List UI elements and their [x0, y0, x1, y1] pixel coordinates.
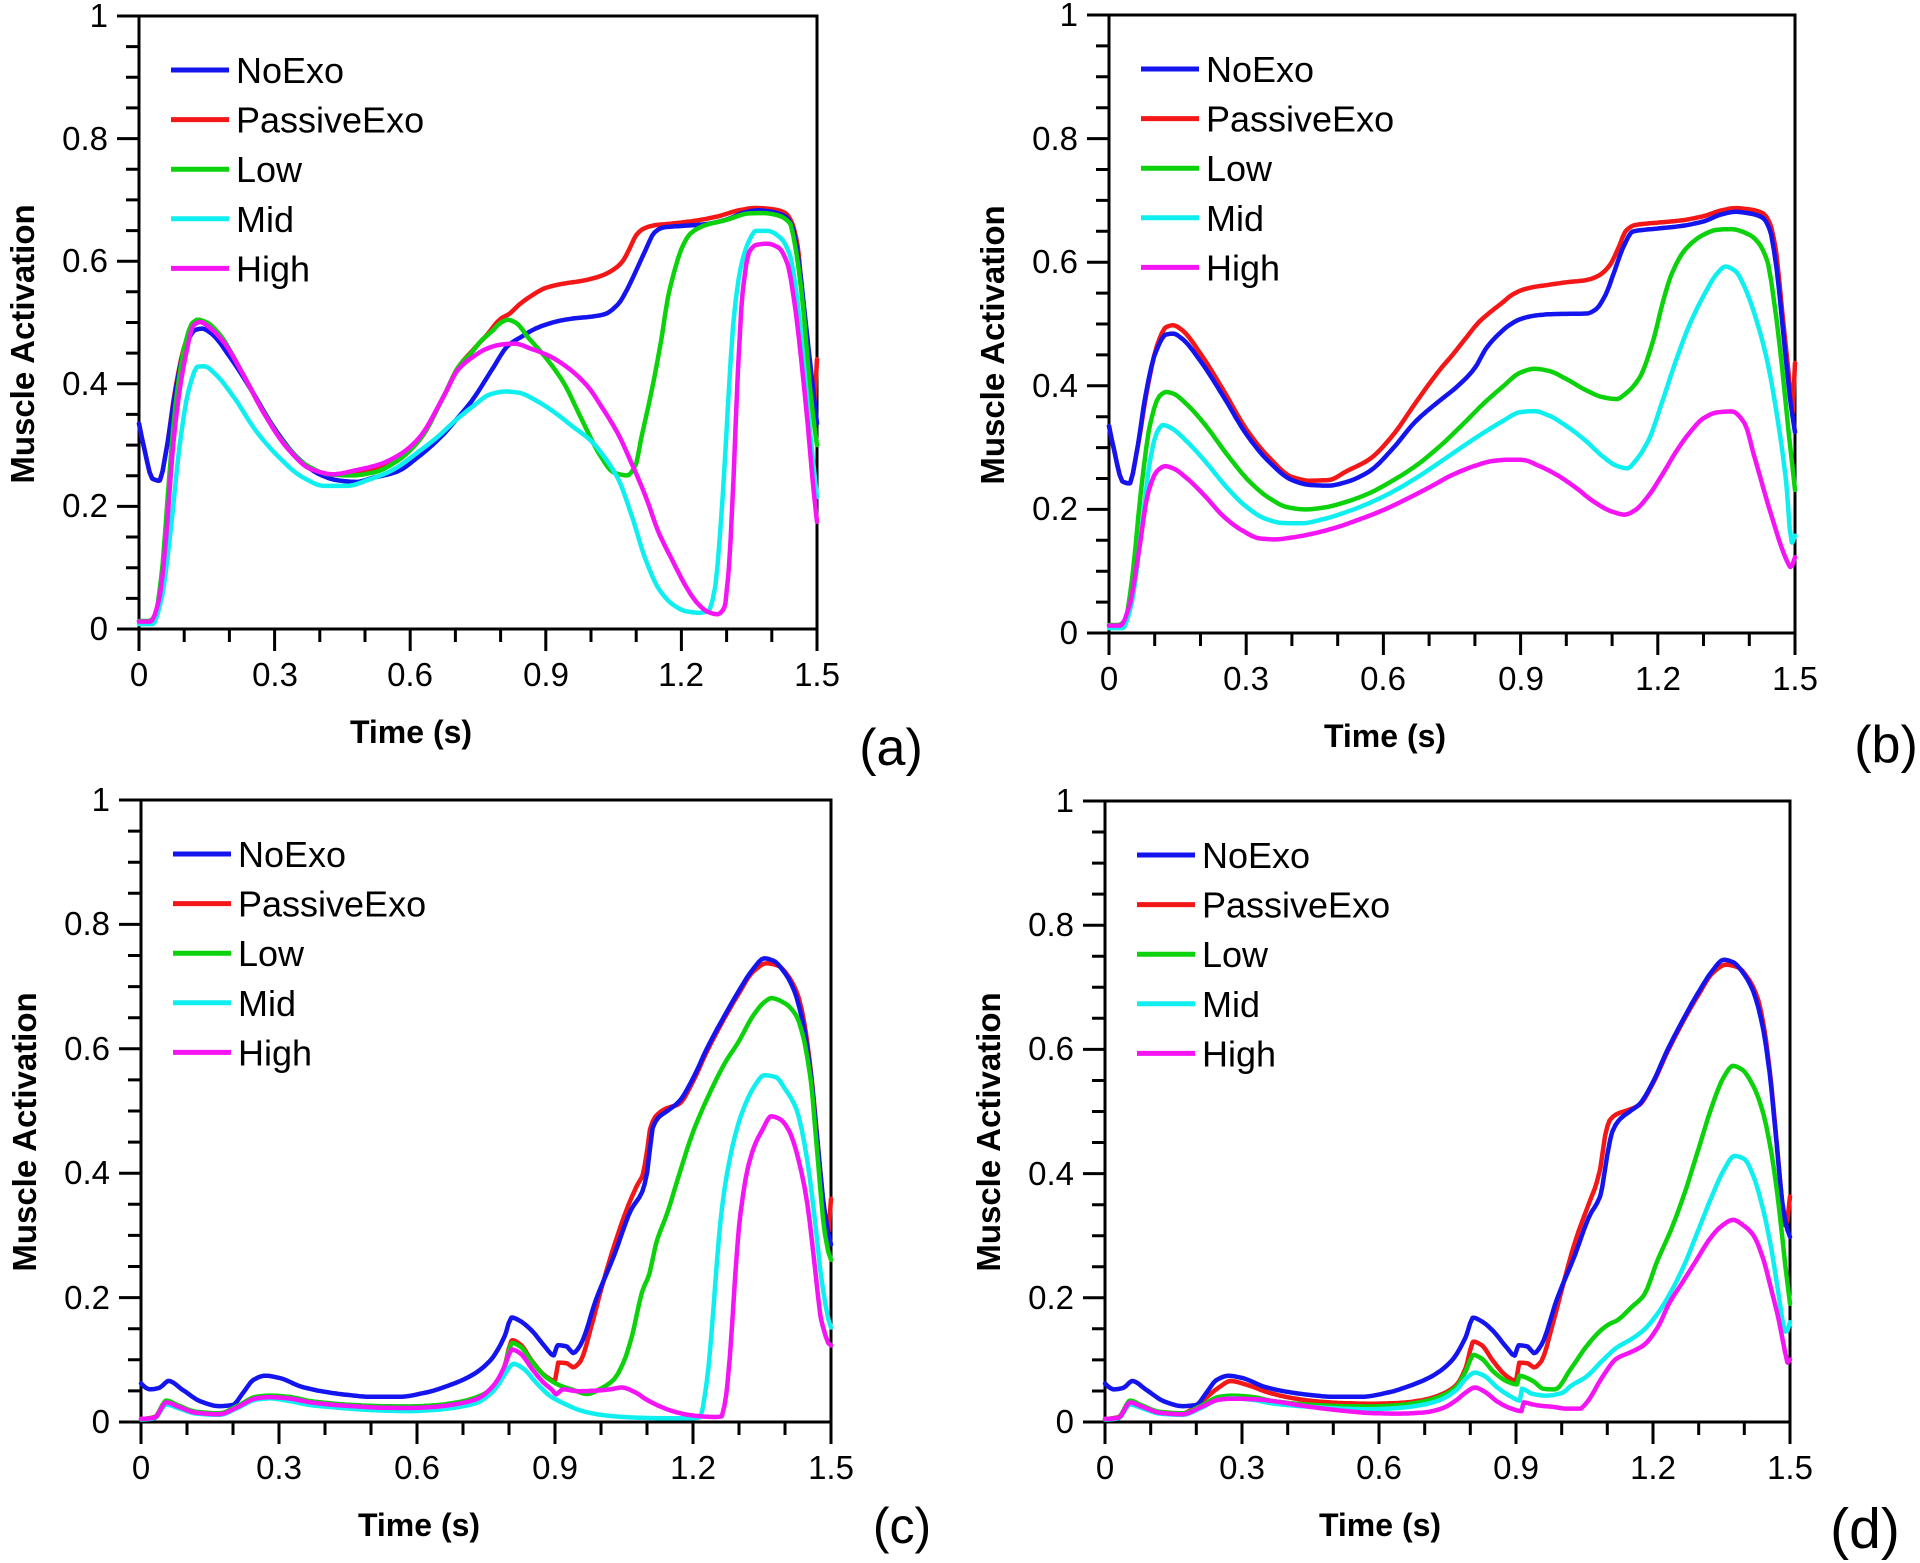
svg-text:0.6: 0.6	[62, 242, 108, 279]
svg-text:0.8: 0.8	[64, 905, 110, 942]
svg-text:(d): (d)	[1830, 1497, 1900, 1561]
svg-text:0.9: 0.9	[1498, 660, 1544, 697]
svg-text:Mid: Mid	[1206, 198, 1264, 239]
svg-text:0.6: 0.6	[1028, 1030, 1074, 1067]
svg-text:High: High	[238, 1032, 312, 1073]
svg-text:0.2: 0.2	[62, 487, 108, 524]
svg-text:Mid: Mid	[238, 983, 296, 1024]
svg-text:High: High	[236, 248, 310, 289]
svg-text:0: 0	[1056, 1403, 1074, 1440]
svg-text:Low: Low	[1206, 148, 1273, 189]
svg-text:0.4: 0.4	[64, 1154, 110, 1191]
svg-text:1: 1	[90, 0, 108, 34]
svg-text:Time (s): Time (s)	[358, 1507, 480, 1543]
svg-text:Mid: Mid	[236, 199, 294, 240]
svg-text:0.9: 0.9	[532, 1449, 578, 1486]
svg-text:0.4: 0.4	[62, 365, 108, 402]
svg-text:1: 1	[92, 781, 110, 818]
svg-text:0: 0	[92, 1403, 110, 1440]
svg-text:Low: Low	[236, 149, 303, 190]
svg-text:0.8: 0.8	[1032, 120, 1078, 157]
svg-text:(b): (b)	[1854, 716, 1918, 774]
svg-text:0.6: 0.6	[1360, 660, 1406, 697]
svg-text:1.5: 1.5	[808, 1449, 854, 1486]
svg-text:1.5: 1.5	[1772, 660, 1818, 697]
svg-text:0: 0	[1060, 614, 1078, 651]
svg-text:NoExo: NoExo	[1202, 835, 1310, 876]
svg-text:0.2: 0.2	[1032, 490, 1078, 527]
svg-text:NoExo: NoExo	[236, 50, 344, 91]
svg-text:0.4: 0.4	[1032, 367, 1078, 404]
svg-text:NoExo: NoExo	[238, 834, 346, 875]
svg-text:PassiveExo: PassiveExo	[1206, 99, 1394, 140]
svg-text:High: High	[1206, 247, 1280, 288]
svg-text:0.8: 0.8	[62, 120, 108, 157]
svg-text:1: 1	[1060, 0, 1078, 33]
svg-text:0.6: 0.6	[394, 1449, 440, 1486]
svg-text:0.3: 0.3	[1223, 660, 1269, 697]
svg-text:Muscle Activation: Muscle Activation	[6, 992, 43, 1271]
svg-text:Muscle Activation: Muscle Activation	[974, 205, 1011, 484]
svg-text:1.2: 1.2	[670, 1449, 716, 1486]
svg-text:Muscle Activation: Muscle Activation	[970, 992, 1007, 1271]
svg-text:0: 0	[130, 656, 148, 693]
svg-text:0.6: 0.6	[64, 1030, 110, 1067]
svg-text:0.3: 0.3	[252, 656, 298, 693]
svg-text:1.2: 1.2	[1635, 660, 1681, 697]
svg-text:1.5: 1.5	[794, 656, 840, 693]
svg-text:Muscle Activation: Muscle Activation	[4, 204, 41, 483]
svg-text:1.2: 1.2	[658, 656, 704, 693]
svg-text:NoExo: NoExo	[1206, 49, 1314, 90]
svg-text:1: 1	[1056, 782, 1074, 819]
svg-text:0.2: 0.2	[1028, 1279, 1074, 1316]
svg-text:(c): (c)	[873, 1498, 931, 1554]
svg-text:0: 0	[1096, 1449, 1114, 1486]
svg-text:0: 0	[1100, 660, 1118, 697]
svg-text:0.6: 0.6	[1032, 243, 1078, 280]
svg-text:(a): (a)	[859, 719, 923, 777]
svg-text:High: High	[1202, 1033, 1276, 1074]
svg-text:0.2: 0.2	[64, 1279, 110, 1316]
svg-text:1.2: 1.2	[1630, 1449, 1676, 1486]
svg-text:PassiveExo: PassiveExo	[1202, 885, 1390, 926]
svg-text:0.3: 0.3	[1219, 1449, 1265, 1486]
svg-text:PassiveExo: PassiveExo	[236, 100, 424, 141]
svg-text:1.5: 1.5	[1767, 1449, 1813, 1486]
svg-text:0.4: 0.4	[1028, 1155, 1074, 1192]
svg-text:0.6: 0.6	[1356, 1449, 1402, 1486]
svg-text:0.6: 0.6	[387, 656, 433, 693]
svg-text:Low: Low	[1202, 934, 1269, 975]
svg-text:Time (s): Time (s)	[1324, 718, 1446, 754]
svg-text:Time (s): Time (s)	[350, 714, 472, 750]
svg-text:0: 0	[132, 1449, 150, 1486]
svg-text:0.9: 0.9	[1493, 1449, 1539, 1486]
svg-text:0: 0	[90, 610, 108, 647]
svg-text:Mid: Mid	[1202, 984, 1260, 1025]
svg-text:0.8: 0.8	[1028, 906, 1074, 943]
svg-text:0.3: 0.3	[256, 1449, 302, 1486]
svg-text:PassiveExo: PassiveExo	[238, 884, 426, 925]
svg-text:Time (s): Time (s)	[1319, 1507, 1441, 1543]
svg-text:0.9: 0.9	[523, 656, 569, 693]
svg-text:Low: Low	[238, 933, 305, 974]
